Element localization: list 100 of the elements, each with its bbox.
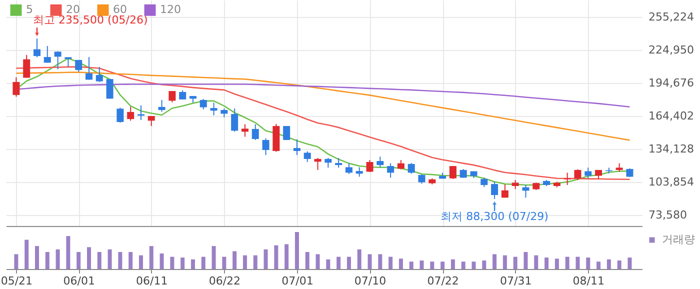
- candlestick: [44, 46, 51, 64]
- candlestick: [23, 54, 30, 78]
- bar: [56, 249, 60, 269]
- bar: [201, 256, 206, 269]
- candlestick: [54, 50, 62, 70]
- bar: [461, 262, 466, 269]
- bar: [336, 256, 341, 269]
- bar: [596, 262, 601, 269]
- candlestick: [501, 184, 508, 198]
- y-tick-label: 73,580: [648, 208, 687, 222]
- bar: [420, 260, 424, 269]
- candlestick: [304, 150, 311, 163]
- bar: [160, 253, 164, 269]
- candlestick: [283, 126, 290, 140]
- candlestick: [262, 138, 270, 156]
- bar: [534, 255, 538, 269]
- y-tick-label: 194,676: [648, 76, 694, 90]
- bar: [440, 262, 445, 269]
- candlestick: [574, 168, 582, 180]
- bar: [482, 260, 486, 269]
- y-tick-label: 224,950: [648, 43, 694, 56]
- bar: [180, 258, 185, 269]
- bar: [170, 256, 174, 269]
- candlestick: [179, 90, 186, 100]
- legend-label: 거래량: [662, 233, 695, 246]
- x-tick-label: 07/22: [427, 274, 459, 288]
- annotation: 최저 88,300 (07/29): [440, 210, 548, 223]
- candlestick: [418, 174, 426, 184]
- y-tick-label: 134,128: [648, 142, 694, 156]
- bar: [212, 246, 216, 269]
- bar: [45, 252, 50, 269]
- candlestick: [85, 56, 92, 80]
- candlestick: [168, 90, 176, 103]
- candlestick: [64, 56, 72, 68]
- bar: [316, 254, 320, 269]
- bar: [524, 252, 528, 269]
- bar: [544, 258, 549, 269]
- x-tick-label: 06/22: [208, 274, 241, 288]
- candlestick: [512, 179, 519, 190]
- x-tick-label: 06/01: [63, 274, 95, 288]
- bar: [97, 252, 102, 269]
- candlestick: [564, 172, 571, 186]
- candlestick: [106, 78, 114, 100]
- bar: [450, 259, 455, 269]
- bar: [76, 252, 81, 269]
- candlestick: [397, 160, 404, 170]
- bar: [138, 255, 143, 269]
- bar: [284, 244, 289, 269]
- candlestick: [324, 157, 332, 168]
- bar: [128, 252, 133, 269]
- bar: [502, 255, 507, 269]
- bar: [430, 262, 434, 269]
- candlestick: [314, 157, 322, 170]
- bar: [472, 262, 476, 269]
- candlestick: [33, 38, 40, 58]
- bar: [576, 256, 580, 269]
- candlestick: [584, 167, 592, 179]
- bar: [554, 258, 559, 269]
- candlestick: [12, 76, 20, 98]
- candlestick: [200, 98, 207, 110]
- bar: [294, 232, 299, 269]
- bar: [492, 254, 497, 269]
- candlestick: [158, 99, 166, 112]
- candlestick: [148, 116, 155, 127]
- bar: [264, 249, 268, 269]
- bar: [34, 246, 39, 269]
- bar: [253, 255, 258, 269]
- candlestick: [491, 181, 498, 200]
- bar: [222, 256, 226, 269]
- candlestick: [345, 162, 352, 174]
- legend-label: 120: [160, 3, 181, 16]
- bar: [24, 240, 29, 269]
- candlestick: [376, 156, 384, 168]
- bar: [118, 252, 122, 269]
- candlestick: [116, 107, 124, 124]
- x-tick-label: 08/11: [572, 274, 604, 288]
- candlestick: [335, 157, 342, 168]
- bar: [86, 247, 91, 269]
- bar: [305, 252, 310, 269]
- candlestick: [241, 124, 248, 138]
- bar: [190, 259, 195, 269]
- bar: [346, 256, 351, 269]
- bar: [565, 256, 570, 269]
- bar: [14, 254, 18, 269]
- bar: [149, 246, 154, 269]
- bar: [108, 249, 112, 269]
- candlestick: [96, 66, 103, 82]
- y-tick-label: 255,224: [648, 10, 694, 24]
- candlestick: [356, 166, 363, 178]
- candlestick: [387, 162, 394, 178]
- bar: [232, 251, 237, 269]
- candlestick: [252, 124, 259, 140]
- bar: [242, 255, 247, 269]
- x-tick-label: 07/31: [500, 274, 532, 288]
- bar: [606, 259, 611, 269]
- x-tick-label: 07/10: [354, 274, 386, 288]
- bar: [617, 260, 622, 269]
- candlestick: [366, 160, 374, 173]
- bar: [357, 249, 362, 269]
- x-tick-label: 05/21: [0, 274, 33, 288]
